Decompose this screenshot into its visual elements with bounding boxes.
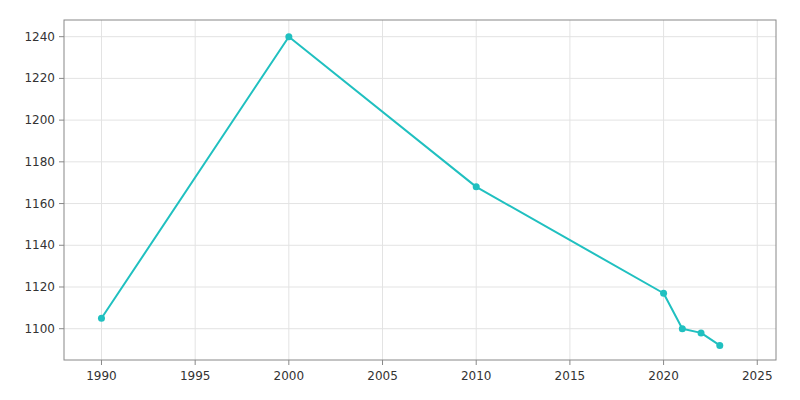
data-point — [473, 183, 480, 190]
y-tick-label: 1180 — [24, 155, 55, 169]
x-tick-label: 2015 — [555, 369, 586, 383]
data-point — [660, 290, 667, 297]
x-tick — [663, 360, 664, 365]
x-grid-line — [101, 20, 102, 360]
y-grid-line — [64, 161, 776, 162]
x-tick — [476, 360, 477, 365]
y-tick — [59, 328, 64, 329]
plot-frame — [64, 20, 776, 360]
y-tick-label: 1100 — [24, 322, 55, 336]
x-grid-line — [663, 20, 664, 360]
data-point — [698, 329, 705, 336]
y-grid-line — [64, 203, 776, 204]
y-tick-label: 1140 — [24, 238, 55, 252]
x-tick — [288, 360, 289, 365]
x-tick — [757, 360, 758, 365]
data-point — [679, 325, 686, 332]
x-tick-label: 2020 — [648, 369, 679, 383]
x-tick — [101, 360, 102, 365]
y-tick — [59, 286, 64, 287]
x-grid-line — [288, 20, 289, 360]
chart-svg: 1990 1995 2000 2005 2010 2015 2020 2025 1100 1120… — [0, 0, 800, 400]
data-point — [98, 315, 105, 322]
plot-area — [98, 33, 723, 349]
x-grid-line — [757, 20, 758, 360]
x-tick-label: 2025 — [742, 369, 773, 383]
x-tick — [569, 360, 570, 365]
y-grid-line — [64, 78, 776, 79]
x-tick-label: 2005 — [367, 369, 398, 383]
y-grid-line — [64, 36, 776, 37]
x-tick — [382, 360, 383, 365]
x-tick-label: 2000 — [274, 369, 305, 383]
x-grid-line — [569, 20, 570, 360]
y-tick-label: 1160 — [24, 197, 55, 211]
x-tick-label: 1990 — [86, 369, 117, 383]
y-grid-line — [64, 328, 776, 329]
axes: 1990 1995 2000 2005 2010 2015 2020 2025 1100 1120… — [24, 20, 776, 383]
x-grid-line — [382, 20, 383, 360]
y-tick — [59, 245, 64, 246]
grid — [64, 20, 776, 360]
y-tick — [59, 203, 64, 204]
x-tick-label: 1995 — [180, 369, 211, 383]
x-tick — [195, 360, 196, 365]
chart-container: 1990 1995 2000 2005 2010 2015 2020 2025 1100 1120… — [0, 0, 800, 400]
y-tick-label: 1120 — [24, 280, 55, 294]
data-point — [716, 342, 723, 349]
data-point — [285, 33, 292, 40]
y-tick — [59, 78, 64, 79]
y-tick — [59, 161, 64, 162]
y-grid-line — [64, 120, 776, 121]
x-grid-line — [195, 20, 196, 360]
data-line — [101, 37, 719, 346]
y-tick — [59, 36, 64, 37]
y-grid-line — [64, 245, 776, 246]
y-grid-line — [64, 286, 776, 287]
y-tick — [59, 120, 64, 121]
y-tick-label: 1200 — [24, 113, 55, 127]
y-tick-label: 1220 — [24, 71, 55, 85]
x-tick-label: 2010 — [461, 369, 492, 383]
y-tick-label: 1240 — [24, 30, 55, 44]
